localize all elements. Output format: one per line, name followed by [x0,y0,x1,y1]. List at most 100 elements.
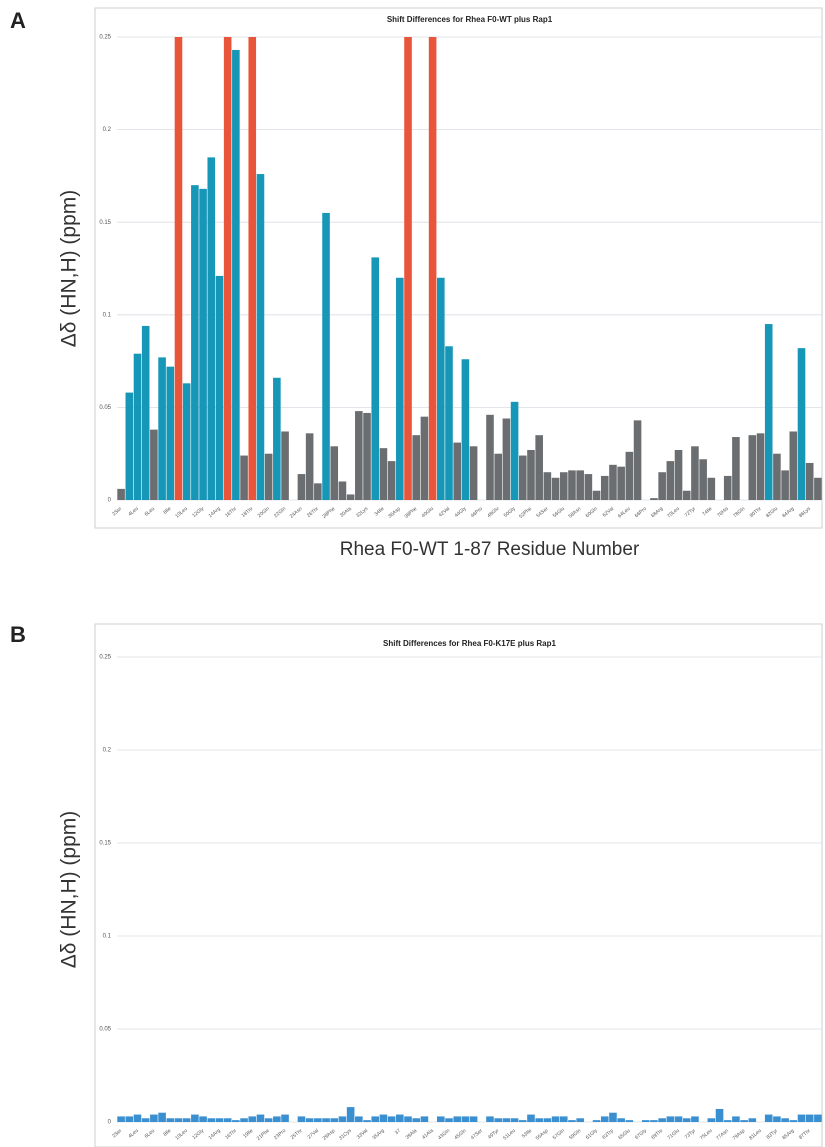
bar [182,383,191,500]
bar [691,446,699,500]
bar [609,1112,617,1122]
bar [322,212,330,500]
bar [240,455,248,500]
bar [305,433,314,500]
bar [592,490,601,500]
y-tick-label: 0 [108,1120,112,1126]
bar [150,1114,158,1122]
y-tick-label: 0.05 [99,405,111,411]
bar [527,449,535,500]
bar [264,453,273,500]
bar [691,1116,699,1122]
bar [453,442,462,500]
bar [314,483,322,500]
bar [732,437,740,500]
bar [518,1120,527,1122]
bar [191,185,199,500]
bar [297,474,306,500]
bar [223,37,232,500]
bar [420,416,429,500]
chart-title: Shift Differences for Rhea F0-WT plus Ra… [387,15,553,24]
bar [437,277,445,500]
y-tick-label: 0.15 [99,220,111,226]
bar [445,346,453,500]
bar [600,1116,609,1122]
bar [117,1116,125,1122]
bar [527,1114,535,1122]
bar [773,1116,781,1122]
bar [141,325,150,500]
y-axis-title: Δδ (HN,H) (ppm) [58,811,81,969]
bar [363,412,371,500]
bar [674,449,683,500]
bar [805,1114,814,1122]
bar [371,257,380,500]
bar [600,475,609,500]
bar [625,451,634,500]
bars [117,1107,822,1122]
bar [150,429,158,500]
bar [797,1114,806,1122]
bar [461,1116,470,1122]
bar [666,1116,675,1122]
bar [789,431,798,500]
bar [805,462,814,500]
bar [674,1116,683,1122]
bar [133,1114,142,1122]
bar [773,453,781,500]
bar [264,1118,273,1122]
bar [748,1118,757,1122]
y-tick-label: 0.05 [99,1027,111,1033]
x-tick-label: 53Ile [521,1128,533,1140]
bar [535,1118,543,1122]
bar [633,420,642,500]
bar [412,435,421,500]
bar [420,1116,429,1122]
bar [576,1118,584,1122]
bar [617,1118,625,1122]
bar [191,1114,199,1122]
bar [551,1116,560,1122]
bar [248,37,257,500]
bar [125,392,134,500]
bar [789,1120,798,1122]
bar [650,1120,658,1122]
bar [756,433,765,500]
x-tick-label: 6Leu [144,506,157,518]
bar [133,353,142,500]
x-tick-label: 37 [394,1128,402,1136]
bar [584,474,593,500]
x-tick-label: 4Leu [127,506,140,518]
panel-label: B [10,622,26,647]
y-tick-label: 0.15 [99,841,111,847]
bar [543,472,552,500]
bar [297,1116,306,1122]
bar [232,49,240,501]
y-tick-label: 0.1 [103,934,112,940]
bar [469,446,478,500]
bar [404,37,412,500]
bar [355,411,363,500]
bar [281,431,289,500]
x-tick-label: 19Ile [242,1128,254,1140]
bar [412,1118,421,1122]
bar [453,1116,462,1122]
bar [748,435,757,500]
bar [502,1118,511,1122]
bar [256,174,265,500]
bar [723,475,732,500]
bar [494,1118,502,1122]
bar [314,1118,322,1122]
x-tick-label: 34Ile [373,506,385,518]
bar [518,455,527,500]
bar [543,1118,552,1122]
y-tick-label: 0 [108,498,112,504]
bar [592,1120,601,1122]
bar [396,1114,404,1122]
y-tick-label: 0.1 [103,312,112,318]
bar [437,1116,445,1122]
bar [576,470,584,500]
bar [469,1116,478,1122]
bar [486,414,494,500]
